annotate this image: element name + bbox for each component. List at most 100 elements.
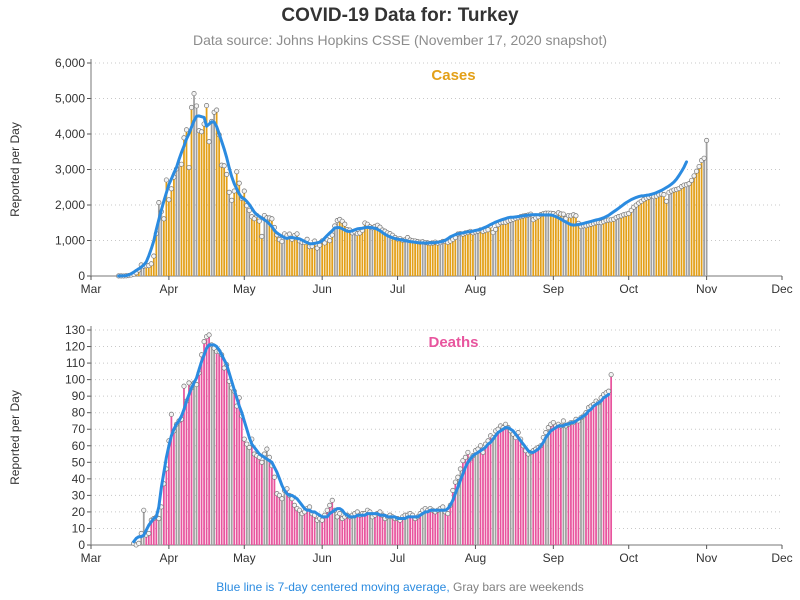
data-point [297, 507, 303, 513]
bar [479, 229, 482, 276]
data-point [327, 502, 333, 508]
bar [477, 231, 479, 276]
x-tick-label: Nov [696, 551, 717, 565]
data-point [156, 515, 162, 522]
bar [416, 241, 419, 276]
bar [456, 477, 459, 545]
data-point [560, 418, 566, 424]
bar [140, 533, 143, 545]
bar [426, 242, 429, 276]
bar [316, 520, 319, 545]
bar [162, 483, 165, 545]
bar [454, 237, 457, 276]
bar [527, 454, 530, 545]
x-tick-label: Jun [312, 282, 331, 296]
bar [607, 220, 610, 276]
bar [487, 440, 489, 545]
bar [155, 233, 158, 276]
bar [321, 240, 324, 276]
data-point [691, 173, 697, 179]
chart-subtitle: Data source: Johns Hopkins CSSE (Novembe… [193, 32, 607, 48]
bar [188, 167, 190, 276]
bar [547, 213, 550, 276]
data-point [234, 169, 240, 175]
bar [552, 213, 555, 276]
bar [190, 387, 193, 545]
bar [366, 224, 369, 276]
bar [266, 449, 268, 545]
bar [223, 368, 226, 545]
bar [554, 425, 557, 545]
bar [318, 518, 321, 545]
bar [253, 454, 256, 545]
data-point [141, 507, 147, 513]
bar [303, 511, 306, 545]
data-point [608, 372, 614, 378]
bar [255, 455, 258, 545]
data-point [206, 332, 212, 338]
bar [399, 520, 401, 545]
x-tick-label: Oct [619, 282, 638, 296]
bar [464, 232, 467, 276]
bar [296, 233, 298, 276]
bar [341, 221, 344, 276]
bar [336, 220, 339, 276]
x-tick-label: Nov [696, 282, 717, 296]
bar [341, 518, 344, 545]
bar [462, 460, 464, 545]
bar [557, 212, 560, 276]
bar [560, 425, 562, 545]
bar [369, 511, 371, 545]
bar [165, 180, 168, 276]
bar [321, 520, 324, 545]
bar [308, 506, 311, 545]
data-point [462, 454, 468, 460]
bar [647, 197, 650, 276]
bar [446, 242, 449, 276]
bar [673, 190, 675, 276]
bar [205, 105, 208, 276]
bar [632, 207, 635, 276]
bar [358, 515, 361, 545]
bar [213, 112, 216, 276]
data-point [445, 511, 451, 517]
bar [336, 516, 339, 545]
bar [193, 93, 195, 276]
bar [331, 235, 334, 276]
data-point [704, 137, 710, 143]
bar [534, 217, 537, 276]
bar [301, 242, 303, 276]
bar [142, 266, 145, 276]
data-point [455, 474, 461, 480]
bar [220, 165, 223, 276]
bar [590, 406, 592, 545]
y-tick-label: 80 [72, 406, 86, 420]
bar [532, 450, 535, 545]
bar [688, 183, 690, 276]
x-tick-label: Aug [465, 551, 486, 565]
bar [248, 447, 251, 545]
bar [168, 199, 170, 276]
bar [374, 515, 376, 545]
bar [512, 219, 515, 276]
bar [253, 218, 256, 276]
bar [369, 226, 371, 276]
data-point [492, 226, 499, 232]
bar [411, 515, 414, 545]
bar [200, 354, 203, 545]
bar [404, 515, 406, 545]
bar [195, 384, 198, 545]
bar [562, 214, 565, 276]
bar [416, 516, 419, 545]
bar [215, 110, 218, 276]
bar [514, 218, 517, 276]
bar [602, 221, 605, 276]
bar [220, 354, 223, 545]
bar [625, 214, 628, 276]
bar [507, 427, 509, 545]
x-tick-label: Jun [312, 551, 331, 565]
bar [293, 505, 296, 545]
data-point [329, 497, 335, 503]
bar [313, 515, 316, 545]
bar [620, 215, 623, 276]
